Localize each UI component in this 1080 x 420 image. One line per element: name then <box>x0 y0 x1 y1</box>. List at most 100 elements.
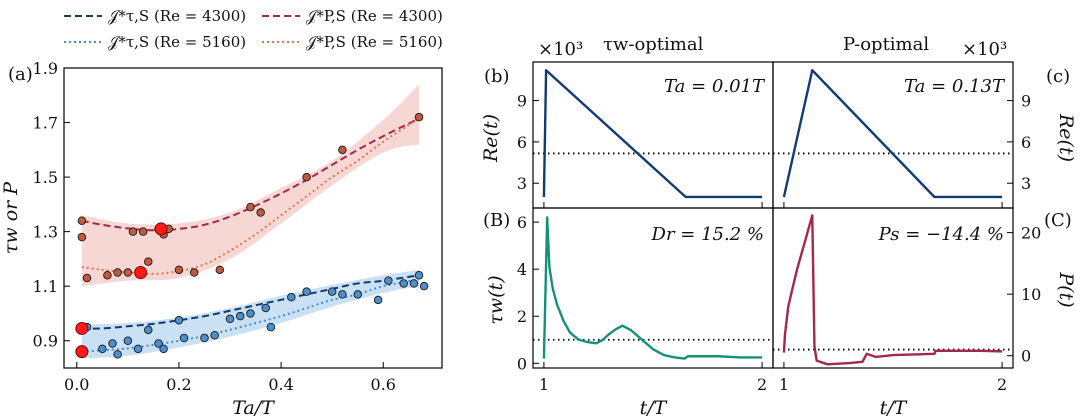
point-tauPoints <box>123 336 133 345</box>
point-optimal <box>154 222 168 236</box>
point-tauPoints <box>179 333 189 343</box>
panel-a-xtick-label: 0.0 <box>64 375 89 394</box>
panel-a-ytick-label: 1.5 <box>33 168 58 187</box>
point-optimal <box>75 345 89 359</box>
panel-B-xtick-label: 1 <box>539 375 549 394</box>
series-pS5160 <box>81 117 420 275</box>
series-pS4300 <box>81 117 420 232</box>
point-tauPoints <box>419 281 429 291</box>
panel-b-title: τw-optimal <box>603 34 704 55</box>
panel-C-xtick-label: 2 <box>997 375 1007 394</box>
panel-c-multiplier: ×10³ <box>962 39 1007 60</box>
panel-a-xtick-label: 0.2 <box>166 375 191 394</box>
point-tauPoints <box>235 311 245 321</box>
point-pPoints <box>103 271 112 280</box>
point-optimal <box>75 321 89 335</box>
panel-a-ytick-label: 1.3 <box>33 223 58 242</box>
panel-C-annotation: Ps = −14.4 % <box>878 224 1004 245</box>
panel-c-annotation: Ta = 0.13T <box>904 76 1006 97</box>
panel-C-ytick-label: 0 <box>1021 347 1031 366</box>
panel-B-ytick-label: 4 <box>517 260 527 279</box>
panel-b-annotation: Ta = 0.01T <box>664 76 766 97</box>
point-tauPoints <box>261 303 271 313</box>
point-tauPoints <box>353 290 362 299</box>
point-tauPoints <box>246 309 255 318</box>
point-tauPoints <box>154 339 163 348</box>
panel-a: 0.0 0.2 0.4 0.6 0.9 1.1 1.3 1.5 1.7 1.9 (a) τw or… <box>0 59 443 419</box>
point-tauPoints <box>210 331 219 340</box>
point-tauPoints <box>144 325 153 335</box>
legend: 𝒥*τ,S (Re = 4300) 𝒥*P,S (Re = 4300) 𝒥*τ,… <box>64 7 443 51</box>
panel-c-series <box>782 69 1003 199</box>
panel-b-label: (b) <box>484 66 510 87</box>
point-tauPoints <box>108 339 117 348</box>
series-tauS4300 <box>81 274 420 330</box>
point-tauPoints <box>200 333 209 343</box>
point-tauPoints <box>287 292 296 302</box>
band-pBand <box>81 84 420 287</box>
point-tauPoints <box>414 271 424 280</box>
panel-C-label: (C) <box>1044 210 1072 231</box>
panel-b-ytick-label: 9 <box>517 92 527 111</box>
point-pPoints <box>414 112 424 122</box>
panel-C-xtick-label: 1 <box>779 375 789 394</box>
panel-B-ytick-label: 2 <box>517 307 527 326</box>
panel-a-xtick-label: 0.6 <box>371 375 396 394</box>
panel-a-ylabel: τw or P <box>0 181 22 254</box>
panel-C-ytick-label: 20 <box>1021 224 1041 243</box>
point-pPoints <box>138 227 148 236</box>
point-tauPoints <box>409 279 419 288</box>
point-tauPoints <box>399 279 408 288</box>
panel-B-xtick-label: 2 <box>757 375 767 394</box>
panel-b-ylabel: Re(t) <box>480 114 502 163</box>
point-pPoints <box>123 268 133 277</box>
point-tauPoints <box>159 344 168 354</box>
panel-B-ytick-label: 6 <box>517 213 527 232</box>
panel-a-ytick-label: 0.9 <box>33 332 58 351</box>
panel-a-ytick-label: 1.1 <box>33 277 58 296</box>
panel-c-ylabel: Re(t) <box>1055 113 1077 162</box>
point-pPoints <box>77 216 87 225</box>
panel-b: 3 6 9 (b) τw-optimal ×10³ Ta = 0.01T Re(t) <box>480 34 774 209</box>
point-pPoints <box>77 232 87 242</box>
point-tauPoints <box>266 322 276 332</box>
legend-label-pS5160: 𝒥*P,S (Re = 5160) <box>306 33 443 51</box>
point-tauPoints <box>338 290 347 299</box>
panel-b-multiplier: ×10³ <box>538 39 583 60</box>
point-pPoints <box>113 268 122 277</box>
point-tauPoints <box>327 287 337 296</box>
point-tauPoints <box>373 295 383 305</box>
panel-B: 0 2 4 6 1 2 (B) Dr = 15.2 % τw(t) t/T <box>483 207 774 419</box>
panel-B-series <box>542 216 763 360</box>
panel-c-label: (c) <box>1046 66 1070 87</box>
point-tauPoints <box>98 344 107 354</box>
panel-C-series <box>782 214 1003 366</box>
point-pPoints <box>215 265 225 275</box>
panel-c: 3 6 9 (c) P-optimal ×10³ Ta = 0.13T Re(t) <box>772 34 1077 209</box>
panel-C: 0 10 20 1 2 (C) Ps = −14.4 % P(t) t/T <box>772 207 1077 419</box>
point-optimal <box>134 266 148 280</box>
panel-b-ytick-label: 3 <box>517 174 527 193</box>
panel-b-ytick-label: 6 <box>517 133 527 152</box>
panel-B-ytick-label: 0 <box>517 354 527 373</box>
panel-B-label: (B) <box>483 210 510 231</box>
point-pPoints <box>302 172 311 182</box>
panel-b-series <box>542 69 763 199</box>
point-tauPoints <box>174 316 184 325</box>
point-pPoints <box>246 202 255 212</box>
point-tauPoints <box>133 344 143 354</box>
panel-B-annotation: Dr = 15.2 % <box>651 224 764 245</box>
panel-B-xlabel: t/T <box>640 397 668 419</box>
point-pPoints <box>338 145 347 155</box>
legend-label-tauS5160: 𝒥*τ,S (Re = 5160) <box>108 33 246 51</box>
panel-c-ytick-label: 6 <box>1021 133 1031 152</box>
panel-B-ylabel: τw(t) <box>485 275 507 324</box>
panel-c-ytick-label: 9 <box>1021 92 1031 111</box>
panel-a-ytick-label: 1.7 <box>33 114 58 133</box>
point-tauPoints <box>384 276 393 285</box>
panel-C-xlabel: t/T <box>880 397 908 419</box>
point-pPoints <box>128 227 138 236</box>
panel-C-ylabel: P(t) <box>1055 271 1077 307</box>
point-pPoints <box>190 268 199 277</box>
